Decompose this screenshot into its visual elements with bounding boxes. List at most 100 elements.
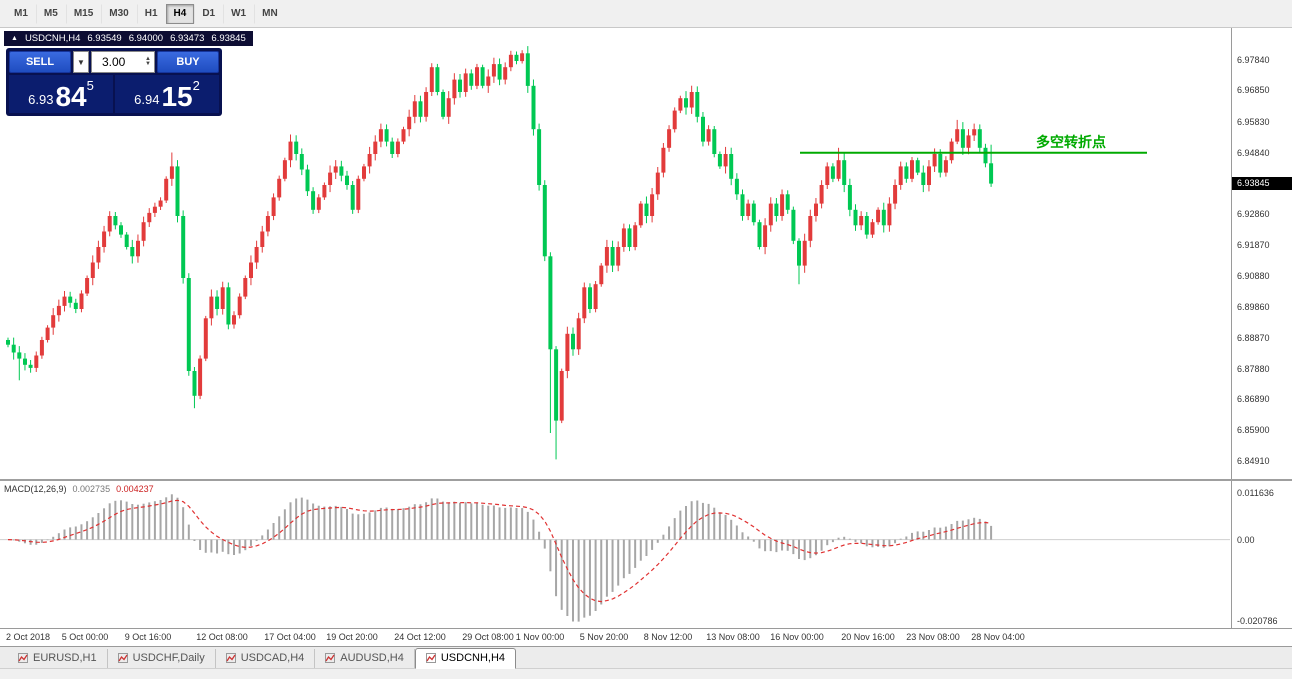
time-label: 28 Nov 04:00 <box>971 632 1025 642</box>
sell-button[interactable]: SELL <box>9 51 71 73</box>
chart-icon <box>325 653 336 663</box>
time-label: 1 Nov 00:00 <box>515 632 565 642</box>
one-click-trading-panel: SELL ▼ 3.00 ▲ ▼ BUY 6.93 <box>6 48 222 116</box>
chart-tab-label: EURUSD,H1 <box>33 652 97 664</box>
time-label: 5 Nov 20:00 <box>579 632 629 642</box>
status-bar <box>0 668 1292 677</box>
time-label: 29 Oct 08:00 <box>462 632 514 642</box>
chart-tab-label: USDCNH,H4 <box>440 652 506 664</box>
spin-up-icon[interactable]: ▲ <box>145 56 151 62</box>
macd-tick: -0.020786 <box>1237 616 1278 626</box>
time-label: 20 Nov 16:00 <box>841 632 895 642</box>
price-tick: 6.84910 <box>1237 455 1270 466</box>
price-tick: 6.87880 <box>1237 363 1270 374</box>
symbol-ohlc-bar: ▲ USDCNH,H4 6.93549 6.94000 6.93473 6.93… <box>4 31 253 46</box>
symbol-title: USDCNH,H4 <box>24 33 81 44</box>
annotation-turning-point[interactable]: 多空转折点 <box>1036 133 1106 150</box>
spin-down-icon[interactable]: ▼ <box>145 61 151 67</box>
chart-tab-usdcnh-h4[interactable]: USDCNH,H4 <box>414 648 517 669</box>
buy-button[interactable]: BUY <box>157 51 219 73</box>
chart-tab-label: USDCHF,Daily <box>132 652 205 664</box>
chart-tab-label: AUDUSD,H4 <box>340 652 404 664</box>
ohlc-high: 6.94000 <box>128 33 164 44</box>
ohlc-open: 6.93549 <box>87 33 122 44</box>
timeframe-button-m5[interactable]: M5 <box>35 3 66 24</box>
chart-tab-eurusd-h1[interactable]: EURUSD,H1 <box>8 649 108 668</box>
price-tick: 6.97840 <box>1237 54 1270 65</box>
price-tick: 6.86890 <box>1237 394 1270 405</box>
time-label: 16 Nov 00:00 <box>770 632 824 642</box>
sell-price-pips: 84 <box>55 81 87 112</box>
price-axis[interactable]: 6.97840 6.96850 6.95830 6.94840 6.92860 6.918… <box>1231 28 1292 479</box>
chart-tab-usdcad-h4[interactable]: USDCAD,H4 <box>216 649 316 668</box>
chart-tab-usdchf-daily[interactable]: USDCHF,Daily <box>108 649 216 668</box>
lot-stepper[interactable]: ▲ ▼ <box>145 56 151 67</box>
pane-splitter[interactable] <box>0 479 1292 481</box>
price-tick: 6.96850 <box>1237 85 1270 96</box>
price-tick: 6.90880 <box>1237 270 1270 281</box>
chart-window: ▲ USDCNH,H4 6.93549 6.94000 6.93473 6.93… <box>0 28 1292 646</box>
lot-size-field[interactable]: 3.00 ▲ ▼ <box>91 51 155 73</box>
macd-tick: 0.011636 <box>1237 487 1274 498</box>
time-axis[interactable]: 2 Oct 2018 5 Oct 00:00 9 Oct 16:00 12 Oct 0… <box>0 628 1292 646</box>
price-tick: 6.94840 <box>1237 147 1270 158</box>
price-chart-pane[interactable]: ▲ USDCNH,H4 6.93549 6.94000 6.93473 6.93… <box>0 28 1292 479</box>
sell-price-base: 6.93 <box>28 92 54 107</box>
macd-main-value: 0.002735 <box>72 484 111 494</box>
macd-pane[interactable]: MACD(12,26,9) 0.002735 0.004237 0.011636… <box>0 481 1292 628</box>
buy-price-base: 6.94 <box>134 92 160 107</box>
macd-label: MACD(12,26,9) 0.002735 0.004237 <box>4 484 154 494</box>
time-label: 13 Nov 08:00 <box>706 632 760 642</box>
macd-name: MACD(12,26,9) <box>4 484 67 494</box>
lot-size-value: 3.00 <box>102 55 126 69</box>
timeframe-button-m30[interactable]: M30 <box>101 3 136 24</box>
chart-icon <box>225 653 236 663</box>
time-label: 8 Nov 12:00 <box>643 632 693 642</box>
price-tick: 6.88870 <box>1237 332 1270 343</box>
chart-tab-label: USDCAD,H4 <box>240 652 305 664</box>
chevron-down-icon: ▼ <box>77 57 85 67</box>
chart-icon <box>18 653 28 663</box>
buy-price-pips: 15 <box>161 81 193 112</box>
timeframe-button-m15[interactable]: M15 <box>65 3 101 24</box>
time-label: 5 Oct 00:00 <box>61 632 109 642</box>
chart-tab-bar: EURUSD,H1 USDCHF,Daily USDCAD,H4 AUDUSD,H4 U… <box>0 646 1292 669</box>
time-label: 9 Oct 16:00 <box>124 632 172 642</box>
buy-price-display[interactable]: 6.94 15 2 <box>115 75 219 113</box>
timeframe-button-w1[interactable]: W1 <box>223 3 254 24</box>
sell-price-display[interactable]: 6.93 84 5 <box>9 75 113 113</box>
macd-chart[interactable] <box>0 481 1230 628</box>
timeframe-button-mn[interactable]: MN <box>254 3 286 24</box>
macd-axis: 0.011636 0.00 -0.020786 <box>1231 481 1292 628</box>
time-label: 24 Oct 12:00 <box>394 632 446 642</box>
candlestick-chart[interactable] <box>0 28 1230 479</box>
lot-dropdown[interactable]: ▼ <box>73 51 89 73</box>
current-price-tag: 6.93845 <box>1232 176 1292 190</box>
ohlc-close: 6.93845 <box>211 33 246 44</box>
price-tick: 6.95830 <box>1237 117 1270 128</box>
time-label: 2 Oct 2018 <box>5 632 51 642</box>
time-label: 17 Oct 04:00 <box>264 632 316 642</box>
time-label: 19 Oct 20:00 <box>326 632 378 642</box>
buy-price-point: 2 <box>192 78 200 93</box>
time-label: 23 Nov 08:00 <box>906 632 960 642</box>
timeframe-button-h4[interactable]: H4 <box>165 3 195 24</box>
price-tick: 6.89860 <box>1237 302 1270 313</box>
price-tick: 6.85900 <box>1237 424 1270 435</box>
timeframe-button-h1[interactable]: H1 <box>136 3 166 24</box>
ohlc-low: 6.93473 <box>170 33 205 44</box>
timeframe-toolbar: M1 M5 M15 M30 H1 H4 D1 W1 MN <box>0 0 1292 28</box>
chart-tab-audusd-h4[interactable]: AUDUSD,H4 <box>315 649 415 668</box>
price-tick: 6.91870 <box>1237 239 1270 250</box>
price-tick: 6.92860 <box>1237 209 1270 220</box>
chart-icon <box>425 653 436 663</box>
timeframe-button-d1[interactable]: D1 <box>194 3 223 24</box>
macd-signal-value: 0.004237 <box>116 484 154 494</box>
collapse-arrow-icon[interactable]: ▲ <box>11 35 18 42</box>
timeframe-button-m1[interactable]: M1 <box>6 4 36 24</box>
chart-icon <box>117 653 128 663</box>
macd-tick: 0.00 <box>1237 534 1255 545</box>
sell-price-point: 5 <box>86 78 94 93</box>
time-label: 12 Oct 08:00 <box>196 632 248 642</box>
